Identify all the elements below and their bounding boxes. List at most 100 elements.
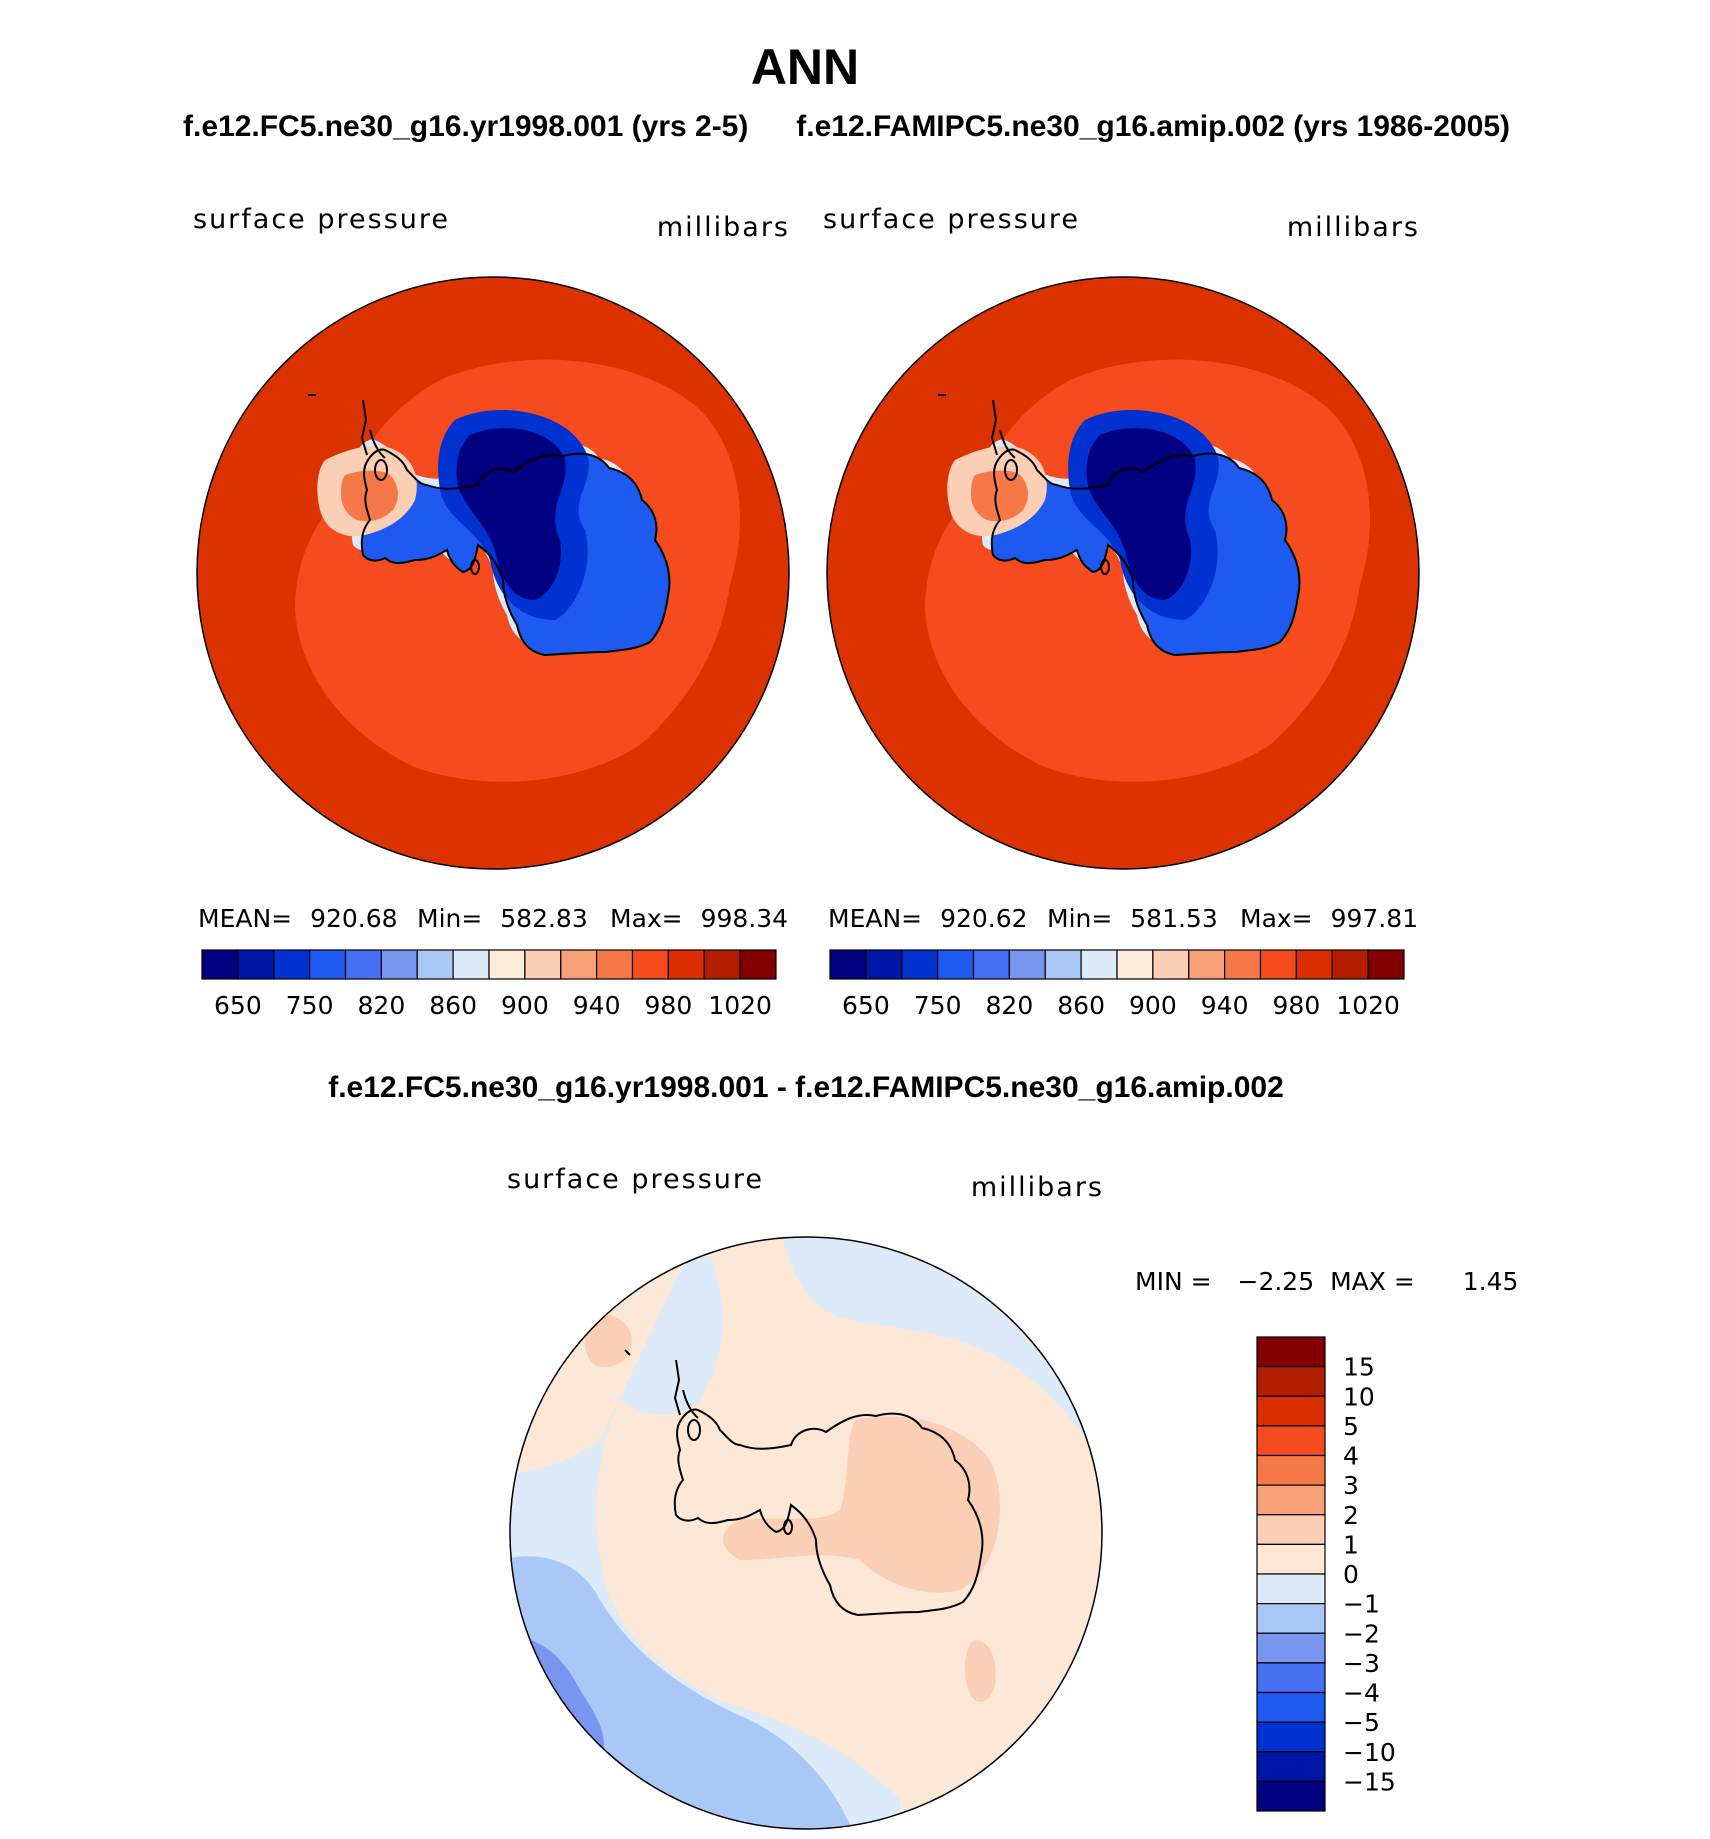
- figure-title: ANN: [751, 39, 859, 95]
- colorbar-box: [1256, 1366, 1326, 1397]
- diff-min-value: −2.25: [1238, 1267, 1315, 1296]
- svg-text:Max= 998.34: Max= 998.34: [610, 904, 788, 933]
- right-variable-label: surface pressure: [823, 204, 1080, 235]
- right-units-label: millibars: [1287, 212, 1420, 243]
- colorbar-tick-label: 3: [1343, 1471, 1359, 1500]
- colorbar-box: [937, 949, 975, 980]
- diff-variable-label: surface pressure: [507, 1164, 764, 1195]
- colorbar-box: [1256, 1662, 1326, 1694]
- colorbar-box: [739, 949, 777, 980]
- left-max-label: Max=: [610, 904, 683, 933]
- colorbar-tick-label: 860: [1057, 991, 1105, 1020]
- colorbar-tick-label: 5: [1343, 1412, 1359, 1441]
- colorbar-box: [237, 949, 275, 980]
- colorbar-box: [1259, 949, 1297, 980]
- colorbar-tick-label: 650: [842, 991, 890, 1020]
- colorbar-tick-label: −4: [1343, 1679, 1380, 1708]
- left-colorbar: 650 750 820 860 900 940 980 1020: [201, 949, 777, 1020]
- colorbar-box: [1256, 1691, 1326, 1723]
- colorbar-box: [1152, 949, 1190, 980]
- right-panel-title: f.e12.FAMIPC5.ne30_g16.amip.002 (yrs 198…: [796, 110, 1510, 143]
- right-max-value: 997.81: [1331, 904, 1418, 933]
- colorbar-tick-label: 820: [358, 991, 406, 1020]
- colorbar-tick-label: 900: [501, 991, 549, 1020]
- right-colorbar: 650 750 820 860 900 940 980 1020: [829, 949, 1405, 1020]
- colorbar-tick-label: 15: [1343, 1353, 1375, 1382]
- colorbar-tick-label: 860: [429, 991, 477, 1020]
- colorbar-tick-label: 940: [1201, 991, 1249, 1020]
- colorbar-box: [1256, 1573, 1326, 1605]
- left-max-value: 998.34: [701, 904, 788, 933]
- colorbar-tick-label: −2: [1343, 1619, 1380, 1648]
- left-min-value: 582.83: [500, 904, 587, 933]
- colorbar-box: [1367, 949, 1405, 980]
- right-map-field: [827, 277, 1419, 869]
- colorbar-tick-label: 750: [914, 991, 962, 1020]
- colorbar-box: [1256, 1543, 1326, 1575]
- colorbar-box: [1256, 1632, 1326, 1664]
- colorbar-tick-label: 1020: [708, 991, 772, 1020]
- colorbar-tick-label: −10: [1343, 1738, 1396, 1767]
- colorbar-box: [524, 949, 562, 980]
- colorbar-tick-label: 900: [1129, 991, 1177, 1020]
- colorbar-box: [1080, 949, 1118, 980]
- colorbar-box: [1256, 1603, 1326, 1634]
- right-mean-label: MEAN=: [828, 904, 922, 933]
- svg-text:Max= 997.81: Max= 997.81: [1240, 904, 1418, 933]
- colorbar-box: [631, 949, 669, 980]
- colorbar-tick-label: 4: [1343, 1442, 1359, 1471]
- colorbar-box: [1256, 1336, 1326, 1368]
- colorbar-box: [865, 949, 903, 980]
- left-mean-value: 920.68: [310, 904, 397, 933]
- colorbar-tick-label: 2: [1343, 1501, 1359, 1530]
- left-variable-label: surface pressure: [193, 204, 450, 235]
- colorbar-box: [667, 949, 705, 980]
- left-panel-title: f.e12.FC5.ne30_g16.yr1998.001 (yrs 2-5): [183, 110, 748, 143]
- colorbar-box: [1116, 949, 1154, 980]
- right-min-value: 581.53: [1130, 904, 1217, 933]
- colorbar-box: [1256, 1514, 1326, 1545]
- left-min-label: Min=: [417, 904, 482, 933]
- svg-text:Min= 581.53: Min= 581.53: [1047, 904, 1218, 933]
- diff-map-panel: surface pressure millibars MIN = −2.25: [507, 1164, 1519, 1830]
- left-map-field: [197, 277, 789, 869]
- colorbar-tick-label: 750: [286, 991, 334, 1020]
- svg-text:MEAN= 920.62: MEAN= 920.62: [828, 904, 1028, 933]
- colorbar-box: [972, 949, 1010, 980]
- colorbar-box: [1256, 1484, 1326, 1516]
- colorbar-tick-label: 820: [986, 991, 1034, 1020]
- right-map-panel: surface pressure millibars MEAN= 920.62: [823, 204, 1420, 1020]
- right-min-label: Min=: [1047, 904, 1112, 933]
- colorbar-tick-label: 1020: [1336, 991, 1400, 1020]
- diff-map-field: [510, 1237, 1102, 1829]
- colorbar-box: [452, 949, 490, 980]
- colorbar-box: [1256, 1721, 1326, 1753]
- left-map-panel: surface pressure millibars MEAN= 920: [193, 204, 790, 1020]
- colorbar-box: [1044, 949, 1082, 980]
- colorbar-box: [201, 949, 239, 980]
- colorbar-tick-label: 980: [645, 991, 693, 1020]
- colorbar-box: [1331, 949, 1369, 980]
- colorbar-box: [1256, 1425, 1326, 1457]
- svg-text:Min= 582.83: Min= 582.83: [417, 904, 588, 933]
- diff-panel-title: f.e12.FC5.ne30_g16.yr1998.001 - f.e12.FA…: [328, 1071, 1284, 1104]
- colorbar-box: [1256, 1454, 1326, 1486]
- diff-max-value: 1.45: [1463, 1267, 1519, 1296]
- colorbar-tick-label: 650: [214, 991, 262, 1020]
- colorbar-tick-label: 10: [1343, 1382, 1375, 1411]
- colorbar-box: [1256, 1395, 1326, 1427]
- colorbar-box: [273, 949, 311, 980]
- left-mean-label: MEAN=: [198, 904, 292, 933]
- svg-text:MEAN= 920.68: MEAN= 920.68: [198, 904, 398, 933]
- colorbar-box: [1224, 949, 1262, 980]
- colorbar-tick-label: −5: [1343, 1708, 1380, 1737]
- colorbar-box: [416, 949, 454, 980]
- colorbar-box: [1008, 949, 1046, 980]
- diff-units-label: millibars: [971, 1172, 1104, 1203]
- colorbar-tick-label: 1: [1343, 1530, 1359, 1559]
- colorbar-box: [1256, 1780, 1326, 1812]
- colorbar-tick-label: −1: [1343, 1590, 1380, 1619]
- colorbar-box: [380, 949, 418, 980]
